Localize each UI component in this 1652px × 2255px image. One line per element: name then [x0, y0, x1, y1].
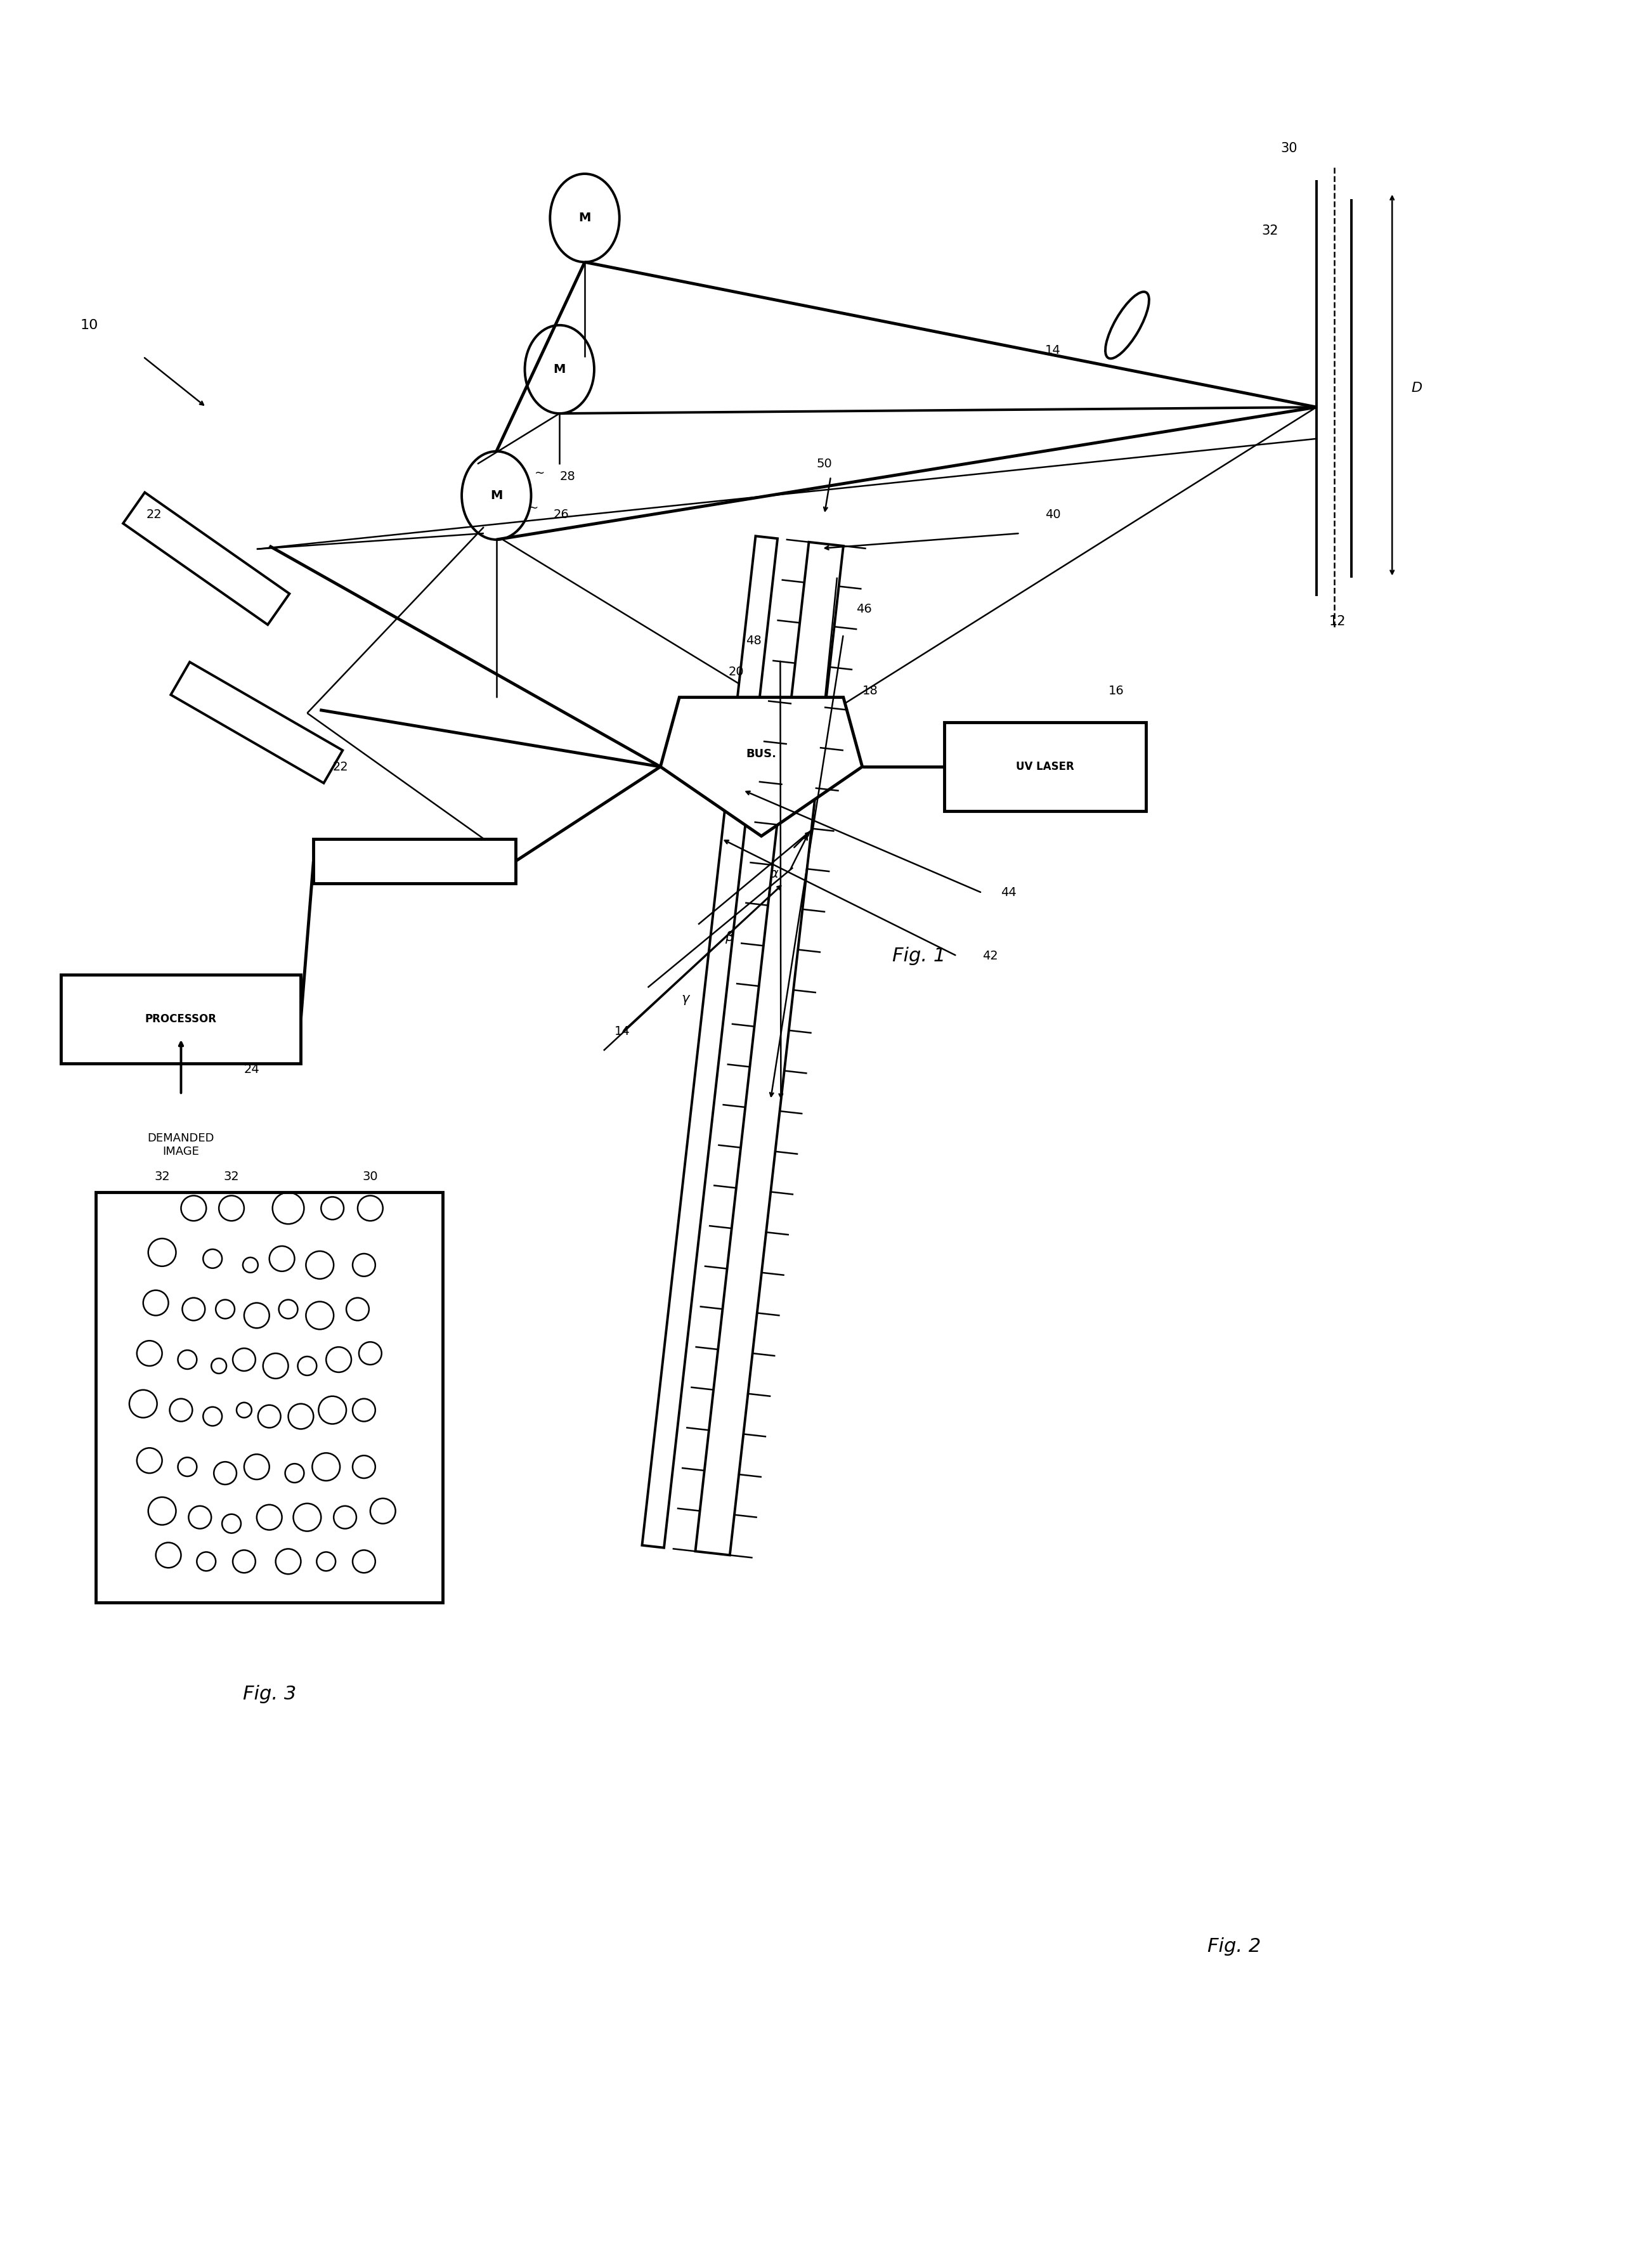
FancyBboxPatch shape: [61, 974, 301, 1062]
Text: 32: 32: [1262, 223, 1279, 237]
Text: 42: 42: [983, 949, 998, 963]
Text: ~: ~: [534, 467, 545, 480]
Text: 32: 32: [154, 1170, 170, 1182]
Text: 24: 24: [244, 1064, 259, 1076]
Text: PROCESSOR: PROCESSOR: [145, 1012, 216, 1024]
Text: Fig. 3: Fig. 3: [243, 1684, 296, 1703]
Polygon shape: [122, 492, 289, 625]
Text: M: M: [553, 363, 565, 374]
Text: $\gamma$: $\gamma$: [681, 994, 691, 1006]
Text: 14: 14: [615, 1026, 631, 1037]
Text: 18: 18: [862, 686, 877, 697]
Text: 32: 32: [223, 1170, 240, 1182]
Text: 48: 48: [745, 634, 762, 647]
FancyBboxPatch shape: [96, 1193, 443, 1603]
Text: Fig. 2: Fig. 2: [1208, 1937, 1260, 1955]
Text: 30: 30: [362, 1170, 378, 1182]
Text: D: D: [1411, 381, 1422, 395]
FancyBboxPatch shape: [945, 722, 1146, 812]
Text: 40: 40: [1046, 507, 1061, 521]
Text: Fig. 1: Fig. 1: [892, 947, 945, 965]
Text: M: M: [578, 212, 591, 223]
Text: 28: 28: [560, 471, 575, 483]
Text: DEMANDED
IMAGE: DEMANDED IMAGE: [147, 1132, 215, 1157]
Text: M: M: [491, 489, 502, 501]
Text: UV LASER: UV LASER: [1016, 760, 1074, 773]
Text: ~: ~: [529, 503, 539, 514]
Text: 46: 46: [856, 602, 872, 616]
Text: 30: 30: [1280, 142, 1297, 156]
Text: $\alpha$: $\alpha$: [770, 868, 778, 879]
Text: 14: 14: [1046, 345, 1061, 356]
Polygon shape: [643, 537, 778, 1547]
Polygon shape: [170, 663, 342, 782]
Text: 20: 20: [729, 665, 743, 679]
Text: BUS.: BUS.: [747, 749, 776, 760]
Polygon shape: [661, 697, 862, 837]
Text: 12: 12: [1330, 616, 1346, 627]
Text: 50: 50: [816, 458, 833, 469]
Text: 16: 16: [1108, 686, 1123, 697]
Polygon shape: [695, 541, 844, 1556]
Text: 44: 44: [1001, 886, 1016, 900]
Text: 10: 10: [79, 318, 97, 331]
FancyBboxPatch shape: [314, 839, 515, 884]
Text: 22: 22: [147, 507, 162, 521]
Text: 26: 26: [553, 507, 568, 521]
Text: $\beta$: $\beta$: [725, 929, 735, 945]
Text: 22: 22: [332, 760, 349, 773]
